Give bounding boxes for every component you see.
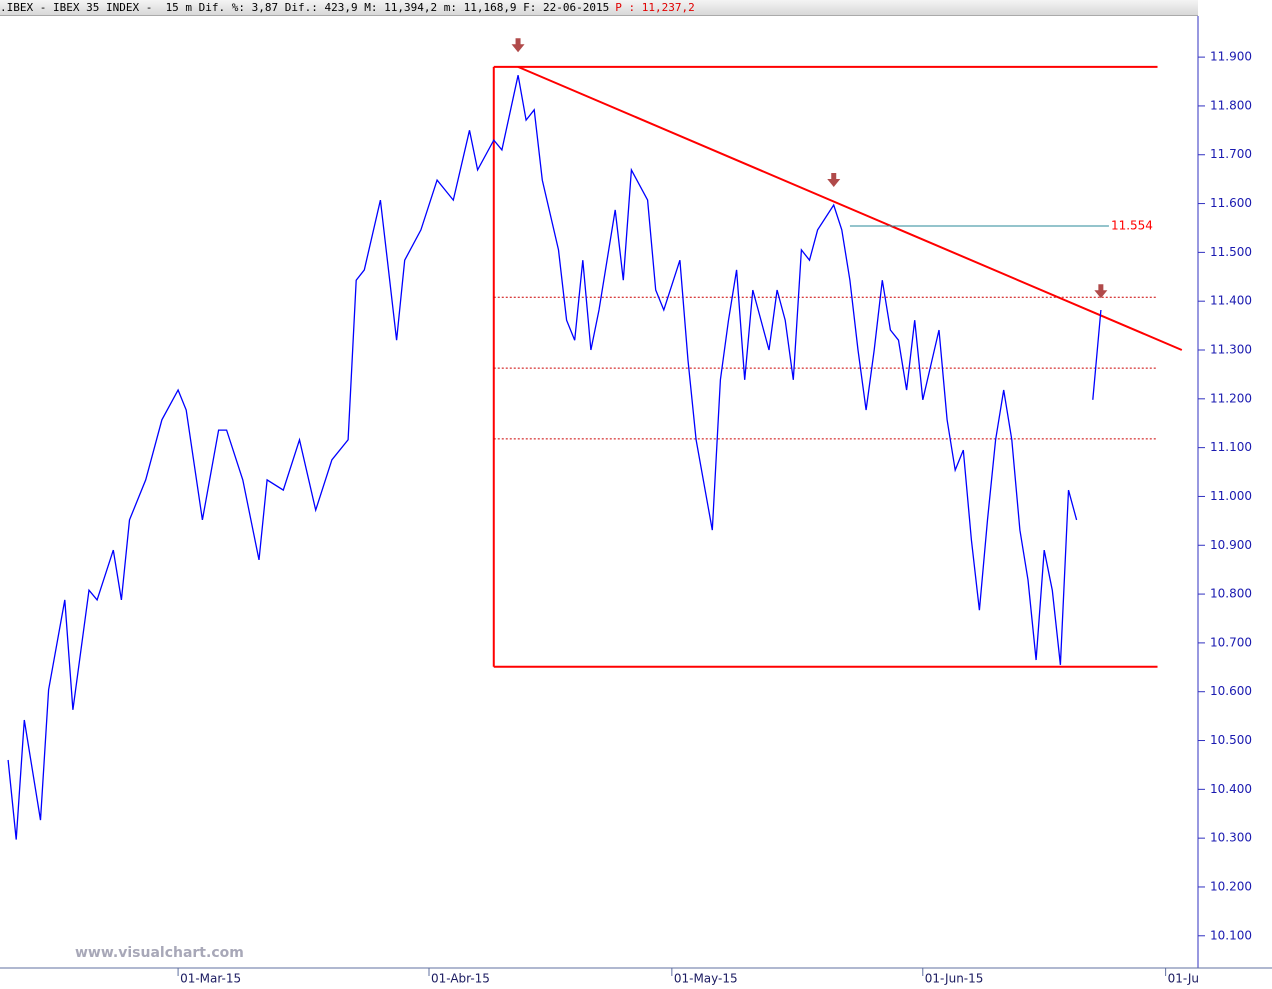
y-axis-panel	[1198, 0, 1272, 968]
y-tick-label: 11.100	[1210, 440, 1252, 454]
peak-arrow	[511, 38, 525, 53]
trend-line	[517, 65, 1183, 351]
y-tick-label: 10.100	[1210, 928, 1252, 942]
price-line	[7, 75, 1102, 840]
level-label: 11.554	[1111, 219, 1153, 233]
watermark: www.visualchart.com	[75, 945, 244, 961]
y-tick-label: 11.200	[1210, 391, 1252, 405]
y-tick-label: 10.400	[1210, 782, 1252, 796]
y-tick-label: 10.700	[1210, 635, 1252, 649]
y-tick-label: 11.600	[1210, 196, 1252, 210]
y-tick-label: 10.300	[1210, 831, 1252, 845]
y-tick-label: 11.900	[1210, 50, 1252, 64]
y-tick-label: 11.700	[1210, 147, 1252, 161]
y-tick-label: 10.900	[1210, 538, 1252, 552]
y-tick-label: 10.500	[1210, 733, 1252, 747]
header-last: P : 11,237,2	[615, 1, 695, 14]
peak-arrow	[1094, 284, 1108, 299]
x-tick-label: 01-Jun-15	[925, 972, 984, 986]
header-info: .IBEX - IBEX 35 INDEX - 15 m Dif. %: 3,8…	[0, 1, 610, 14]
x-tick-label: 01-Mar-15	[180, 972, 241, 986]
x-tick-label: 01-Abr-15	[431, 972, 490, 986]
y-tick-label: 10.600	[1210, 684, 1252, 698]
y-tick-label: 11.500	[1210, 245, 1252, 259]
y-tick-label: 10.200	[1210, 879, 1252, 893]
y-tick-label: 11.400	[1210, 294, 1252, 308]
y-tick-label: 10.800	[1210, 587, 1252, 601]
y-tick-label: 11.000	[1210, 489, 1252, 503]
y-tick-label: 11.800	[1210, 98, 1252, 112]
y-tick-label: 11.300	[1210, 343, 1252, 357]
peak-arrow	[827, 172, 841, 187]
header-bar: .IBEX - IBEX 35 INDEX - 15 m Dif. %: 3,8…	[0, 0, 1198, 16]
x-tick-label: 01-May-15	[674, 972, 738, 986]
x-tick-label: 01-Ju	[1168, 972, 1199, 986]
